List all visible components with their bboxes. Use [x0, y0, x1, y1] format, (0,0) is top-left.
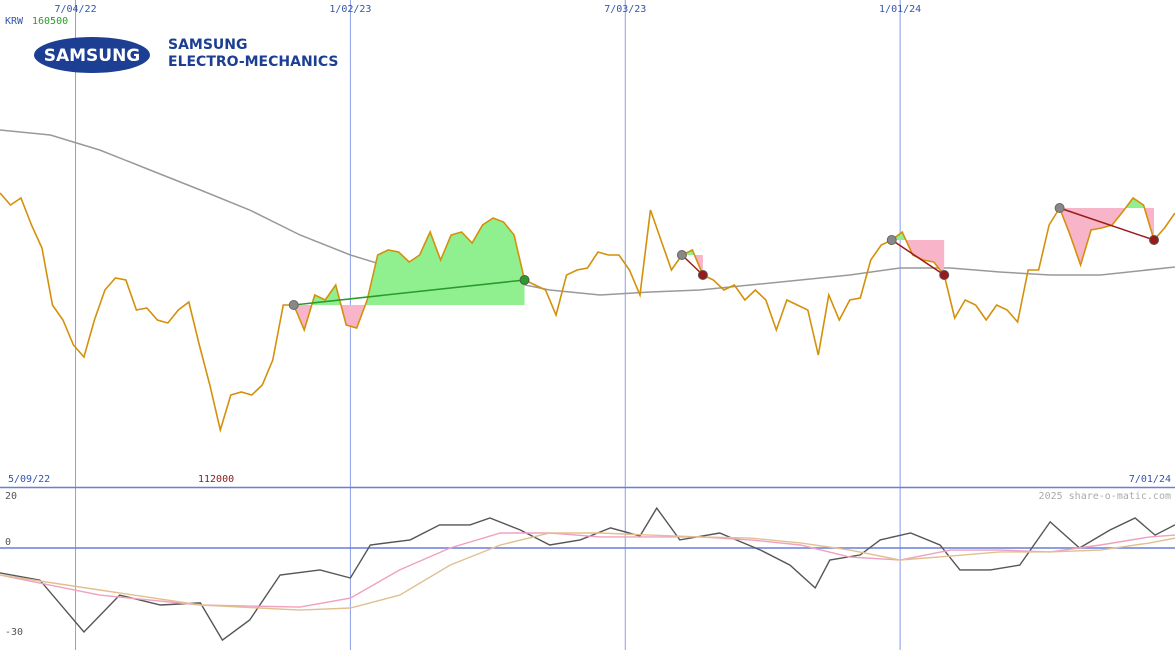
logo: SAMSUNG SAMSUNG ELECTRO-MECHANICS — [34, 37, 339, 73]
x-tick-label: 1/01/24 — [879, 4, 921, 15]
oscillator-line — [0, 532, 1175, 611]
trade-entry — [288, 300, 299, 310]
high-label: 160500 — [32, 16, 68, 27]
trade-loss-area — [293, 305, 525, 330]
oscillator-line — [0, 532, 1175, 608]
oscillator-line — [0, 506, 1175, 642]
price-line — [0, 192, 1175, 434]
osc-tick-label: 0 — [5, 537, 11, 548]
trade-exit — [939, 270, 950, 280]
data-layer — [0, 129, 1175, 642]
credit: 2025 share-o-matic.com — [1039, 491, 1171, 502]
logo-name: ELECTRO-MECHANICS — [168, 54, 339, 70]
trade-entry — [1054, 203, 1065, 213]
moving-average — [0, 129, 1175, 296]
logo-name: SAMSUNG — [168, 37, 248, 53]
trade-gain-area — [1059, 198, 1155, 208]
trade-entry — [676, 250, 687, 260]
trade-line — [293, 279, 525, 306]
trade-entry — [886, 235, 897, 245]
osc-tick-label: -30 — [5, 627, 23, 638]
trade-gain-area — [293, 218, 525, 305]
x-tick-label: 7/03/23 — [604, 4, 646, 15]
x-tick-label: 1/02/23 — [329, 4, 371, 15]
trade-loss-area — [681, 255, 703, 275]
end-date: 7/01/24 — [1129, 474, 1171, 485]
logo-badge-text: SAMSUNG — [44, 46, 141, 66]
low-label: 112000 — [198, 474, 234, 485]
x-tick-label: 7/04/22 — [54, 4, 96, 15]
logo-badge — [34, 37, 150, 73]
trade-exit — [697, 270, 708, 280]
trade-line — [891, 239, 945, 276]
trade-exit — [519, 275, 530, 285]
trade-gain-area — [681, 250, 703, 255]
trade-line — [1059, 207, 1155, 241]
trade-loss-area — [1059, 208, 1155, 265]
osc-tick-label: 20 — [5, 491, 17, 502]
currency: KRW — [5, 16, 24, 27]
trade-exit — [1149, 235, 1160, 245]
start-date: 5/09/22 — [8, 474, 50, 485]
